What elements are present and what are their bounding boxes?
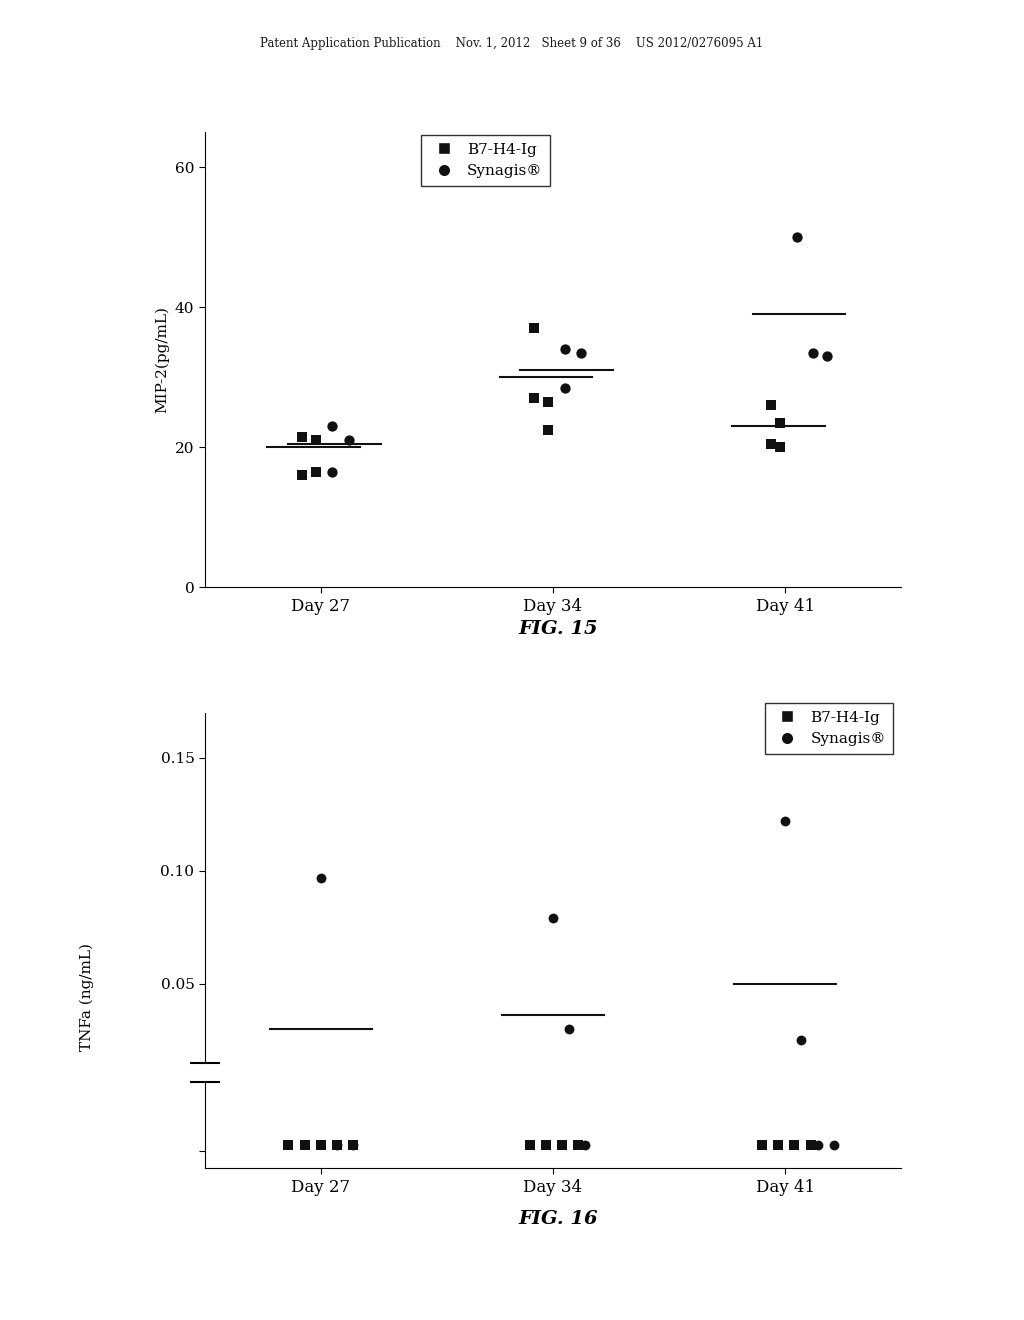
- Point: [521, 1135, 538, 1156]
- Point: [540, 391, 556, 412]
- Point: [545, 908, 561, 929]
- Point: [809, 1135, 825, 1156]
- Legend: B7-H4-Ig, Synagis®: B7-H4-Ig, Synagis®: [421, 135, 550, 186]
- Point: [554, 1084, 570, 1105]
- Point: [296, 1135, 312, 1156]
- Point: [345, 1084, 361, 1105]
- Point: [777, 810, 794, 832]
- Point: [763, 395, 779, 416]
- Text: FIG. 15: FIG. 15: [518, 620, 598, 639]
- Point: [578, 1135, 594, 1156]
- Text: TNFa (ng/mL): TNFa (ng/mL): [80, 942, 94, 1051]
- Point: [526, 318, 543, 339]
- Point: [803, 1135, 819, 1156]
- Text: FIG. 16: FIG. 16: [518, 1210, 598, 1229]
- Point: [312, 1084, 329, 1105]
- Point: [329, 1135, 345, 1156]
- Point: [572, 342, 589, 363]
- Point: [561, 1018, 578, 1039]
- Point: [554, 1135, 570, 1156]
- Point: [556, 339, 572, 360]
- Point: [809, 1084, 825, 1105]
- Point: [521, 1084, 538, 1105]
- Point: [754, 1084, 770, 1105]
- Point: [345, 1135, 361, 1156]
- Point: [538, 1084, 554, 1105]
- Point: [308, 461, 325, 482]
- Point: [325, 416, 341, 437]
- Point: [281, 1084, 297, 1105]
- Point: [540, 420, 556, 441]
- Point: [578, 1084, 594, 1105]
- Point: [561, 969, 578, 990]
- Point: [325, 461, 341, 482]
- Point: [825, 1135, 842, 1156]
- Point: [570, 1084, 587, 1105]
- Point: [786, 1084, 803, 1105]
- Point: [772, 437, 788, 458]
- Point: [308, 430, 325, 451]
- Text: Patent Application Publication    Nov. 1, 2012   Sheet 9 of 36    US 2012/027609: Patent Application Publication Nov. 1, 2…: [260, 37, 764, 50]
- Point: [825, 1084, 842, 1105]
- Point: [329, 1135, 345, 1156]
- Point: [329, 1084, 345, 1105]
- Point: [754, 1135, 770, 1156]
- Point: [794, 1030, 810, 1051]
- Point: [570, 1135, 587, 1156]
- Point: [526, 388, 543, 409]
- Point: [805, 342, 821, 363]
- Point: [294, 426, 310, 447]
- Point: [312, 867, 329, 888]
- Point: [341, 430, 357, 451]
- Point: [296, 1084, 312, 1105]
- Point: [329, 1084, 345, 1105]
- Point: [345, 1084, 361, 1105]
- Point: [345, 1135, 361, 1156]
- Point: [538, 1135, 554, 1156]
- Point: [312, 1135, 329, 1156]
- Point: [763, 433, 779, 454]
- Point: [788, 227, 805, 248]
- Legend: B7-H4-Ig, Synagis®: B7-H4-Ig, Synagis®: [765, 704, 894, 754]
- Point: [556, 378, 572, 399]
- Point: [770, 1084, 786, 1105]
- Point: [294, 465, 310, 486]
- Point: [770, 1135, 786, 1156]
- Point: [772, 412, 788, 433]
- Point: [803, 1084, 819, 1105]
- Point: [777, 442, 794, 463]
- Point: [794, 998, 810, 1019]
- Point: [786, 1135, 803, 1156]
- Point: [818, 346, 835, 367]
- Point: [281, 1135, 297, 1156]
- Point: [312, 586, 329, 607]
- Y-axis label: MIP-2(pg/mL): MIP-2(pg/mL): [155, 306, 169, 413]
- Point: [545, 689, 561, 710]
